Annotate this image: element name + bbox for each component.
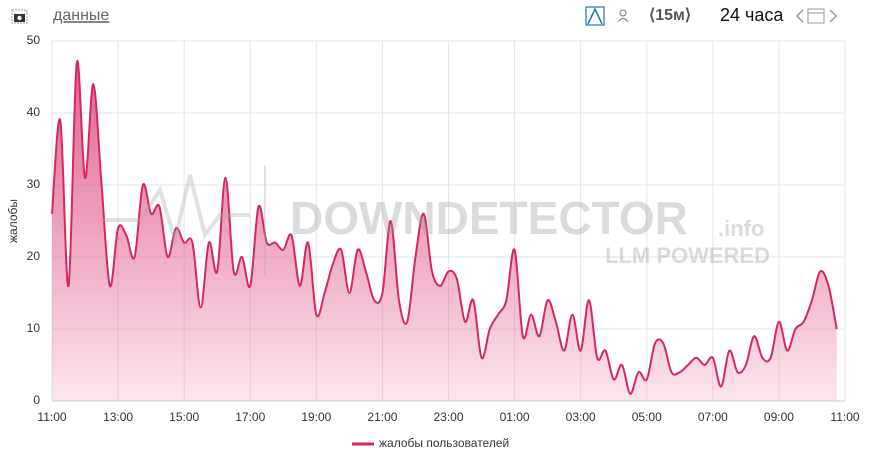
x-tick-label: 15:00 xyxy=(169,410,199,424)
x-tick-label: 21:00 xyxy=(367,410,397,424)
user-icon[interactable] xyxy=(617,9,629,23)
chart-type-icon[interactable] xyxy=(585,6,605,26)
y-tick-label: 50 xyxy=(27,33,41,47)
y-tick-label: 20 xyxy=(27,249,41,263)
data-link[interactable]: данные xyxy=(53,7,109,24)
y-tick-label: 30 xyxy=(27,177,41,191)
watermark-brand: DOWNDETECTOR xyxy=(290,192,688,244)
watermark: DOWNDETECTOR .info LLM POWERED xyxy=(100,165,770,275)
y-tick-label: 10 xyxy=(27,321,41,335)
range-label: 24 часа xyxy=(720,5,784,25)
x-tick-label: 13:00 xyxy=(103,410,133,424)
x-tick-label: 03:00 xyxy=(566,410,596,424)
y-axis-label: жалобы xyxy=(6,199,20,243)
y-tick-label: 0 xyxy=(33,393,40,407)
area xyxy=(52,60,837,402)
camera-icon[interactable] xyxy=(11,9,28,24)
legend-label: жалобы пользователей xyxy=(379,436,509,450)
x-tick-label: 07:00 xyxy=(698,410,728,424)
x-tick-label: 11:00 xyxy=(37,410,66,424)
watermark-tagline: LLM POWERED xyxy=(605,243,770,268)
x-tick-label: 19:00 xyxy=(301,410,331,424)
y-tick-label: 40 xyxy=(27,105,41,119)
x-tick-label: 05:00 xyxy=(632,410,662,424)
range-nav[interactable] xyxy=(795,8,838,24)
x-tick-label: 17:00 xyxy=(235,410,265,424)
line xyxy=(51,59,838,395)
watermark-suffix: .info xyxy=(718,216,764,241)
x-tick-label: 11:00 xyxy=(830,410,859,424)
interval-selector[interactable]: ⟨15м⟩ xyxy=(649,7,691,24)
x-tick-label: 23:00 xyxy=(433,410,463,424)
x-tick-label: 09:00 xyxy=(764,410,794,424)
x-tick-label: 01:00 xyxy=(500,410,530,424)
